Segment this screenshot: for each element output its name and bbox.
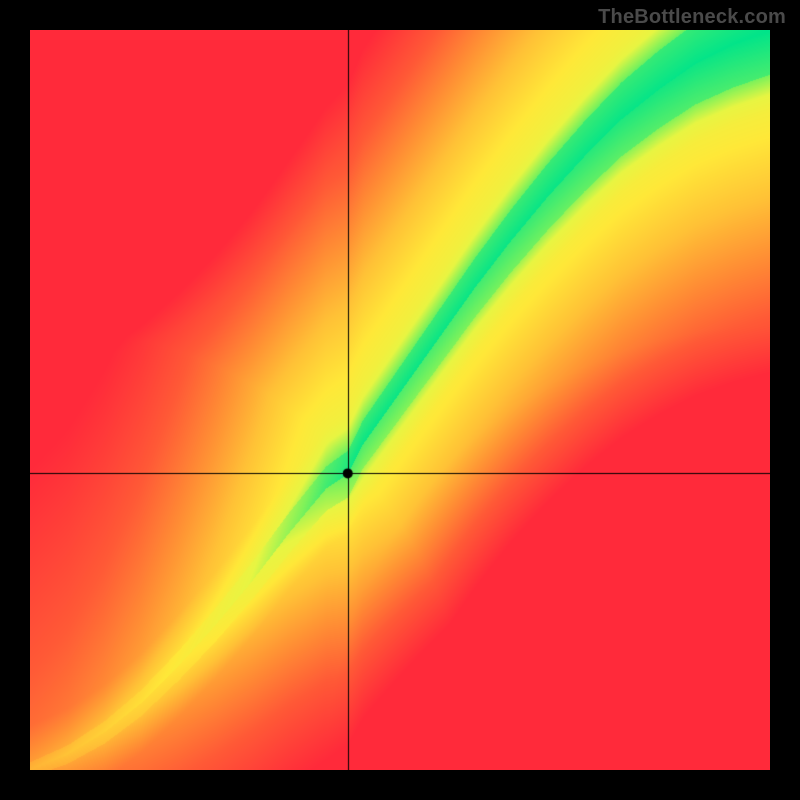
heatmap-plot — [30, 30, 770, 770]
watermark-text: TheBottleneck.com — [598, 6, 786, 29]
heatmap-canvas — [30, 30, 770, 770]
chart-container: TheBottleneck.com — [0, 0, 800, 800]
